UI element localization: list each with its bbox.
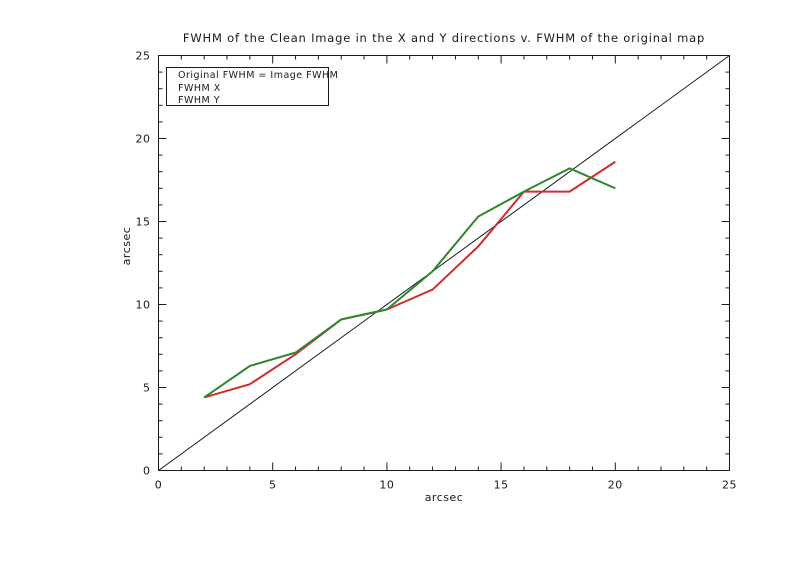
legend-entry-fwhm-y: FWHM Y [178, 95, 221, 106]
x-tick-label: 5 [269, 479, 277, 492]
x-tick-label: 25 [722, 479, 737, 492]
y-tick-label: 10 [136, 299, 151, 312]
x-tick-label: 10 [379, 479, 394, 492]
y-tick-label: 15 [136, 216, 151, 229]
legend-entry-identity: Original FWHM = Image FWHM [178, 70, 339, 81]
y-tick-label: 20 [136, 133, 151, 146]
y-tick-label: 0 [143, 465, 151, 478]
legend-entry-fwhm-x: FWHM X [178, 82, 221, 94]
series-line-original-fwhm-image-fwhm [158, 55, 730, 471]
y-tick-label: 5 [143, 382, 151, 395]
legend-box: Original FWHM = Image FWHM FWHM X FWHM Y [166, 67, 339, 106]
y-tick-label: 25 [136, 50, 151, 63]
series-line-fwhm-y [203, 167, 616, 399]
series-line-fwhm-x [203, 160, 616, 399]
chart-title: FWHM of the Clean Image in the X and Y d… [183, 31, 705, 45]
x-tick-label: 15 [494, 479, 509, 492]
data-series [158, 55, 730, 471]
x-axis-label: arcsec [425, 491, 464, 504]
plot-border [158, 55, 730, 471]
y-axis-label: arcsec [120, 227, 133, 266]
x-tick-label: 0 [155, 479, 163, 492]
tick-labels: 0 5 10 15 20 25 0 5 10 15 20 25 [136, 50, 737, 492]
x-tick-label: 20 [608, 479, 623, 492]
